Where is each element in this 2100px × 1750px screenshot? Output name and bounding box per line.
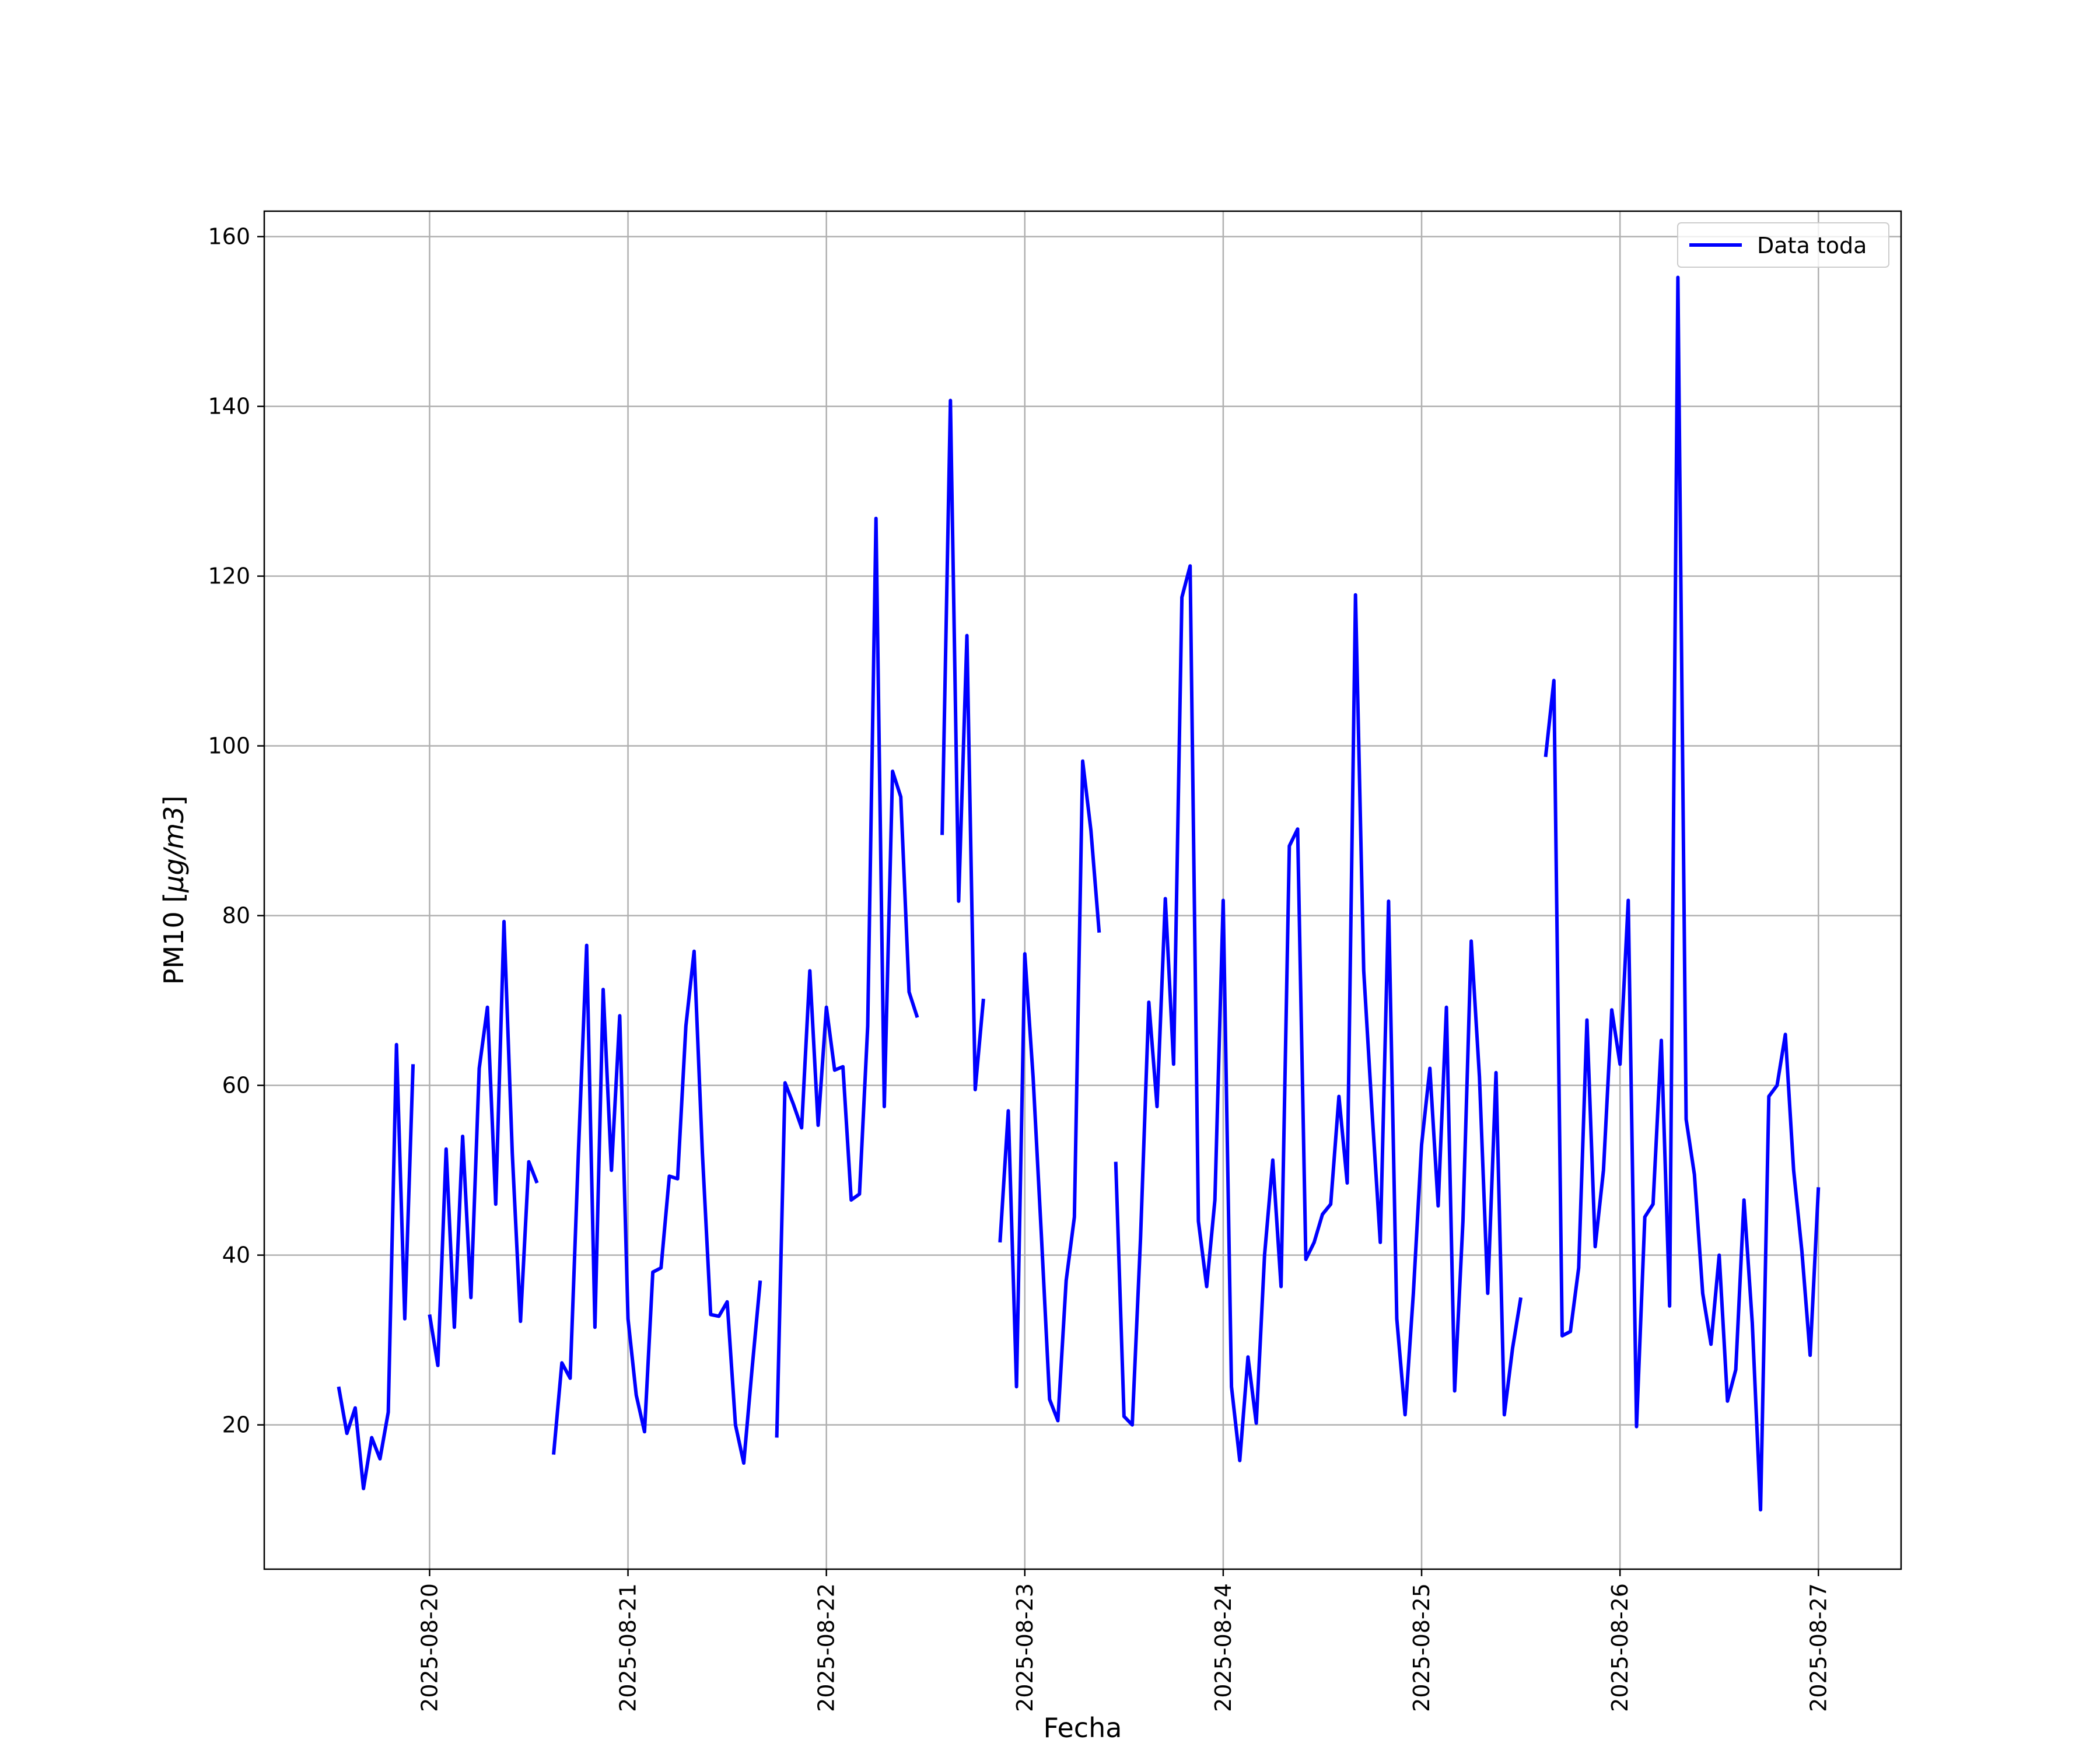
x-axis-ticks: 2025-08-20 2025-08-21 2025-08-22 2025-08-23…	[416, 1569, 1831, 1712]
series-line-segment	[998, 759, 1101, 1423]
y-axis-ticks: 20 40 60 80 100 120 140 160	[208, 224, 264, 1438]
series-line-segment	[775, 516, 919, 1438]
x-tick-label: 2025-08-20	[416, 1583, 442, 1712]
y-tick-label: 20	[222, 1412, 250, 1438]
series-layer	[337, 275, 1821, 1512]
x-tick-label: 2025-08-27	[1805, 1583, 1831, 1712]
legend-label-data-toda: Data toda	[1757, 233, 1867, 258]
x-tick-label: 2025-08-22	[814, 1583, 839, 1712]
x-tick-label: 2025-08-21	[615, 1583, 641, 1712]
x-tick-label: 2025-08-25	[1409, 1583, 1434, 1712]
legend-box	[1677, 222, 1889, 268]
y-tick-label: 60	[222, 1073, 250, 1098]
y-tick-label: 140	[208, 394, 250, 419]
y-axis-label-prefix: PM10 [	[158, 892, 190, 985]
series-line-segment	[337, 1042, 415, 1490]
series-line-segment	[552, 943, 762, 1465]
y-tick-label: 160	[208, 224, 250, 250]
x-tick-label: 2025-08-26	[1607, 1583, 1633, 1712]
y-axis-label-suffix: ]	[158, 796, 190, 806]
y-axis-label-unit: μg/m3	[158, 806, 190, 893]
y-tick-label: 40	[222, 1242, 250, 1268]
legend: Data toda	[1677, 222, 1889, 268]
y-tick-label: 100	[208, 733, 250, 759]
y-tick-label: 80	[222, 903, 250, 929]
x-tick-label: 2025-08-24	[1210, 1583, 1236, 1712]
y-axis-label: PM10 [μg/m3]	[158, 796, 190, 985]
series-line-segment	[940, 398, 985, 1091]
grid-lines	[264, 211, 1901, 1569]
y-tick-label: 120	[208, 564, 250, 589]
x-axis-label: Fecha	[1044, 1712, 1122, 1744]
x-tick-label: 2025-08-23	[1012, 1583, 1038, 1712]
series-line-segment	[428, 919, 539, 1367]
series-line-segment	[1544, 275, 1821, 1512]
plot-frame	[263, 210, 1902, 1570]
series-line-segment	[1114, 564, 1523, 1462]
